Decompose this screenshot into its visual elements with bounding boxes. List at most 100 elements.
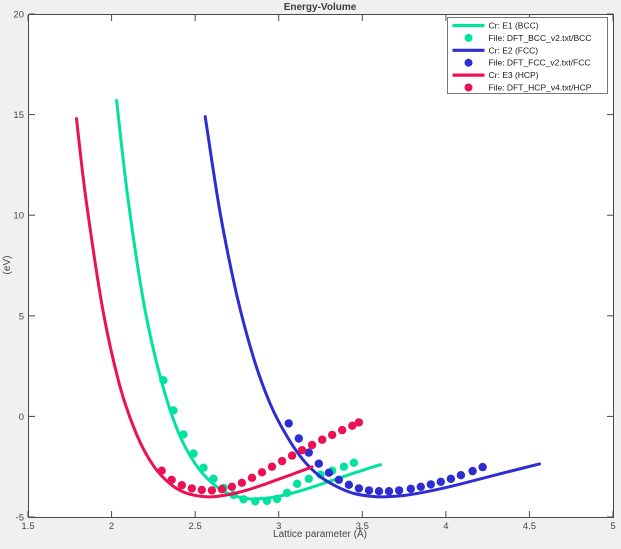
fcc-data-points-marker xyxy=(436,477,445,486)
legend-dot-sample xyxy=(464,33,473,42)
hcp-data-points-marker xyxy=(177,481,186,490)
fcc-data-points-marker xyxy=(354,484,364,493)
hcp-data-points-marker xyxy=(307,440,317,450)
hcp-data-points-marker xyxy=(237,478,247,487)
fcc-data-points-marker xyxy=(384,487,394,496)
legend-entry-label: File: DFT_HCP_v4.txt/HCP xyxy=(489,83,592,93)
hcp-data-points-marker xyxy=(257,468,267,477)
fcc-data-points-marker xyxy=(374,487,384,496)
legend-entry-label: File: DFT_BCC_v2.txt/BCC xyxy=(489,33,592,43)
bcc-data-points-marker xyxy=(304,474,313,483)
bcc-data-points-marker xyxy=(349,458,359,467)
legend-entry[interactable]: Cr: E1 (BCC) xyxy=(452,21,539,31)
hcp-data-points-marker xyxy=(187,484,196,493)
legend-box[interactable] xyxy=(447,17,608,94)
bcc-data-points-marker xyxy=(251,497,260,506)
legend-entry-label: Cr: E2 (FCC) xyxy=(489,45,539,55)
fcc-data-points-marker xyxy=(284,419,293,428)
fcc-data-points-marker xyxy=(314,459,323,468)
bcc-data-points-marker xyxy=(282,488,292,498)
fcc-data-points-marker xyxy=(416,482,425,491)
hcp-data-points-marker xyxy=(217,485,227,494)
fcc-data-points-marker xyxy=(406,484,415,493)
legend-entry[interactable]: File: DFT_FCC_v2.txt/FCC xyxy=(464,58,591,68)
x-tick-label: 2 xyxy=(109,521,114,532)
legend-entry-label: File: DFT_FCC_v2.txt/FCC xyxy=(489,58,591,68)
bcc-data-points-marker xyxy=(339,462,349,471)
fcc-data-points-marker xyxy=(364,486,374,495)
legend-entry-label: Cr: E1 (BCC) xyxy=(489,21,539,31)
fcc-data-points-marker xyxy=(394,486,404,495)
hcp-data-points-marker xyxy=(297,446,307,455)
hcp-data-points-marker xyxy=(318,435,327,444)
fcc-data-points-marker xyxy=(344,480,354,489)
fcc-data-points-marker xyxy=(324,468,334,477)
hcp-data-points-marker xyxy=(227,482,237,491)
hcp-data-points-marker xyxy=(277,456,287,466)
fcc-data-points-marker xyxy=(468,466,477,476)
hcp-data-points-marker xyxy=(157,466,166,475)
hcp-data-points xyxy=(157,418,364,495)
legend-entry[interactable]: File: DFT_BCC_v2.txt/BCC xyxy=(464,33,592,43)
bcc-data-points-marker xyxy=(189,449,198,458)
plot-frame xyxy=(28,14,614,518)
x-tick-label: 2.5 xyxy=(189,521,202,532)
x-tick-label: 4.5 xyxy=(523,521,536,532)
x-tick-label: 1.5 xyxy=(21,521,34,532)
hcp-fit-line xyxy=(75,117,314,499)
bcc-data-points-marker xyxy=(239,495,248,504)
legend[interactable]: Cr: E1 (BCC) File: DFT_BCC_v2.txt/BCC Cr: … xyxy=(447,17,608,94)
bcc-data-points-marker xyxy=(262,496,272,506)
chart-title: Energy-Volume xyxy=(284,2,357,13)
fcc-data-points-marker xyxy=(426,480,435,489)
bcc-data-points-marker xyxy=(292,479,302,488)
y-tick-label: 20 xyxy=(13,10,24,21)
hcp-data-points-marker xyxy=(197,485,206,495)
y-tick-label: 10 xyxy=(13,211,24,222)
bcc-data-points-marker xyxy=(209,474,218,483)
y-tick-label: 15 xyxy=(13,110,24,121)
x-axis-label: Lattice parameter (Å) xyxy=(273,527,367,540)
legend-dot-sample xyxy=(464,83,473,92)
fcc-data-points-marker xyxy=(334,475,344,484)
x-tick-label: 5 xyxy=(610,521,615,532)
x-tick-label: 4 xyxy=(443,521,448,532)
hcp-data-points-marker xyxy=(267,462,277,471)
fcc-data-points-marker xyxy=(478,462,487,472)
hcp-data-points-marker xyxy=(287,451,297,460)
hcp-data-points-marker xyxy=(354,418,364,427)
hcp-data-points-marker xyxy=(247,473,257,482)
bcc-data-points-marker xyxy=(169,406,178,415)
bcc-data-points-marker xyxy=(272,494,282,504)
hcp-data-points-marker xyxy=(207,486,217,495)
bcc-data-points-marker xyxy=(159,376,168,385)
hcp-data-points-marker xyxy=(328,430,337,440)
hcp-data-points-marker xyxy=(338,425,347,435)
fcc-data-points xyxy=(284,419,487,496)
series-layer xyxy=(75,99,541,506)
legend-entry[interactable]: File: DFT_HCP_v4.txt/HCP xyxy=(464,83,592,93)
legend-dot-sample xyxy=(464,58,473,67)
legend-entry[interactable]: Cr: E3 (HCP) xyxy=(452,70,539,80)
y-tick-label: -5 xyxy=(16,513,24,524)
fcc-data-points-marker xyxy=(456,471,466,480)
fcc-data-points-marker xyxy=(304,448,313,457)
y-axis-label: (eV) xyxy=(2,256,13,275)
fcc-data-points-marker xyxy=(446,474,456,483)
x-tick-label: 3.5 xyxy=(356,521,369,532)
bcc-data-points xyxy=(159,376,359,506)
x-tick-label: 3 xyxy=(276,521,281,532)
y-tick-label: 0 xyxy=(19,412,24,423)
fcc-fit-line xyxy=(203,115,541,499)
legend-entry-label: Cr: E3 (HCP) xyxy=(489,70,539,80)
fcc-data-points-marker xyxy=(294,434,303,443)
axis-ticks: 1.5 2 2.5 3 3.5 4 4.5 5 -5 0 5 10 15 20 xyxy=(13,10,615,533)
hcp-data-points-marker xyxy=(167,475,176,484)
bcc-data-points-marker xyxy=(179,430,188,439)
bcc-data-points-marker xyxy=(199,463,208,472)
y-tick-label: 5 xyxy=(19,311,24,322)
hcp-data-points-marker xyxy=(348,421,357,430)
legend-entry[interactable]: Cr: E2 (FCC) xyxy=(452,45,539,55)
